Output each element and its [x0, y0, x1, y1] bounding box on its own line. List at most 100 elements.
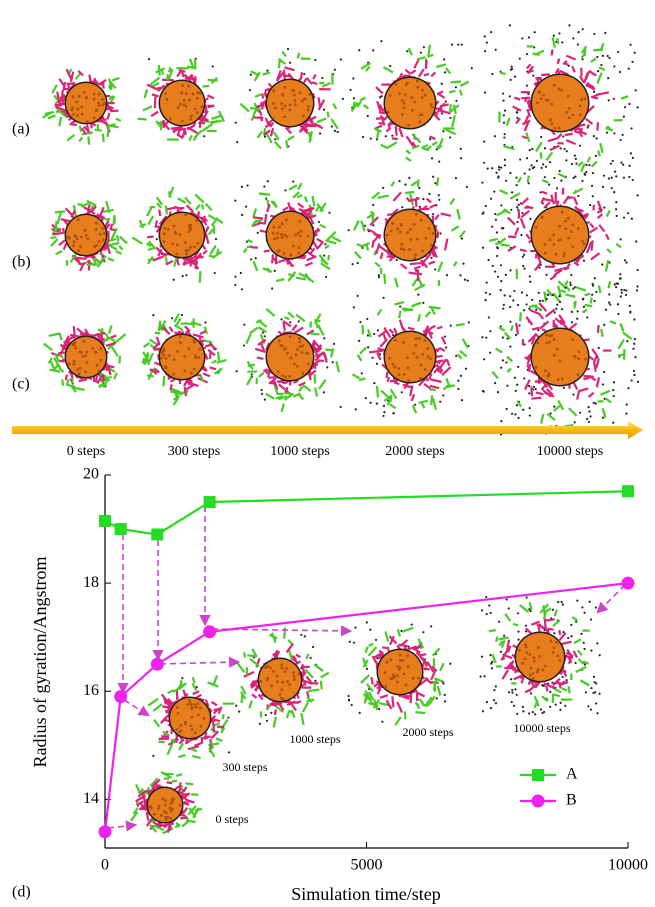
y-axis-label: Radius of gyration/Angstrom — [30, 557, 50, 768]
water-bead — [381, 95, 383, 97]
water-bead — [596, 137, 598, 139]
water-bead — [574, 176, 576, 178]
core-bead — [81, 113, 84, 116]
shell-strand — [601, 43, 604, 51]
shell-strand — [598, 151, 600, 157]
water-bead — [497, 391, 499, 393]
shell-strand — [80, 126, 82, 132]
core-bead — [73, 344, 76, 347]
core-bead — [100, 359, 103, 362]
core-bead — [551, 122, 554, 125]
core-bead — [294, 103, 297, 106]
shell-strand — [116, 251, 122, 254]
core-bead — [183, 99, 186, 102]
water-bead — [517, 366, 519, 368]
shell-strand — [213, 721, 214, 732]
water-bead — [629, 44, 631, 46]
shell-strand — [429, 307, 441, 309]
shell-strand — [208, 215, 215, 219]
core-bead — [177, 712, 180, 715]
shell-strand — [520, 250, 526, 252]
water-bead — [607, 77, 609, 79]
water-bead — [171, 317, 173, 319]
shell-strand — [116, 119, 121, 121]
shell-strand — [414, 59, 418, 68]
shell-strand — [590, 228, 597, 233]
core-bead — [398, 668, 401, 671]
water-bead — [312, 646, 314, 648]
water-bead — [353, 306, 355, 308]
core-bead — [550, 103, 553, 106]
shell-strand — [566, 140, 575, 144]
water-bead — [440, 232, 442, 234]
water-bead — [620, 295, 622, 297]
water-bead — [460, 157, 462, 159]
water-bead — [593, 91, 595, 93]
shell-strand — [328, 112, 329, 118]
water-bead — [549, 706, 551, 708]
water-bead — [572, 177, 574, 179]
shell-strand — [303, 702, 308, 712]
water-bead — [486, 42, 488, 44]
shell-strand — [393, 192, 401, 201]
core-bead — [289, 103, 292, 106]
water-bead — [562, 603, 564, 605]
water-bead — [382, 297, 384, 299]
water-bead — [260, 389, 262, 391]
core-bead — [164, 365, 167, 368]
core-bead — [421, 89, 424, 92]
shell-strand — [203, 340, 212, 342]
core-bead — [400, 224, 403, 227]
micelle-snapshot — [349, 40, 472, 163]
water-bead — [623, 177, 625, 179]
water-bead — [337, 131, 339, 133]
shell-strand — [548, 138, 557, 141]
water-bead — [495, 49, 497, 51]
water-bead — [575, 662, 577, 664]
shell-strand — [437, 327, 442, 329]
water-bead — [574, 155, 576, 157]
shell-strand — [583, 376, 593, 377]
core-bead — [284, 376, 287, 379]
core-bead — [85, 234, 88, 237]
water-bead — [616, 282, 618, 284]
core-bead — [276, 237, 279, 240]
water-bead — [506, 598, 508, 600]
water-bead — [624, 259, 626, 261]
shell-strand — [286, 387, 287, 392]
water-bead — [487, 167, 489, 169]
shell-strand — [143, 358, 145, 363]
shell-strand — [441, 213, 451, 215]
shell-strand — [253, 217, 263, 218]
shell-strand — [572, 66, 575, 72]
water-bead — [623, 289, 625, 291]
core-bead — [281, 681, 284, 684]
water-bead — [494, 270, 496, 272]
water-bead — [615, 286, 617, 288]
core-bead — [192, 92, 195, 95]
shell-strand — [418, 314, 420, 321]
water-bead — [523, 309, 525, 311]
shell-strand — [409, 48, 412, 55]
water-bead — [323, 109, 325, 111]
water-bead — [570, 624, 572, 626]
shell-strand — [411, 182, 417, 186]
shell-strand — [553, 620, 560, 626]
shell-strand — [210, 367, 216, 369]
water-bead — [504, 164, 506, 166]
shell-strand — [193, 677, 195, 683]
water-bead — [422, 302, 424, 304]
core-bead — [568, 107, 571, 110]
core-bead — [429, 357, 432, 360]
core-bead — [97, 102, 100, 105]
shell-strand — [185, 783, 193, 784]
water-bead — [560, 601, 562, 603]
core-bead — [276, 232, 279, 235]
shell-strand — [285, 317, 290, 319]
core-bead — [83, 91, 86, 94]
core-bead — [188, 224, 191, 227]
shell-strand — [526, 234, 529, 239]
shell-strand — [283, 75, 291, 76]
water-bead — [366, 318, 368, 320]
water-bead — [373, 382, 375, 384]
